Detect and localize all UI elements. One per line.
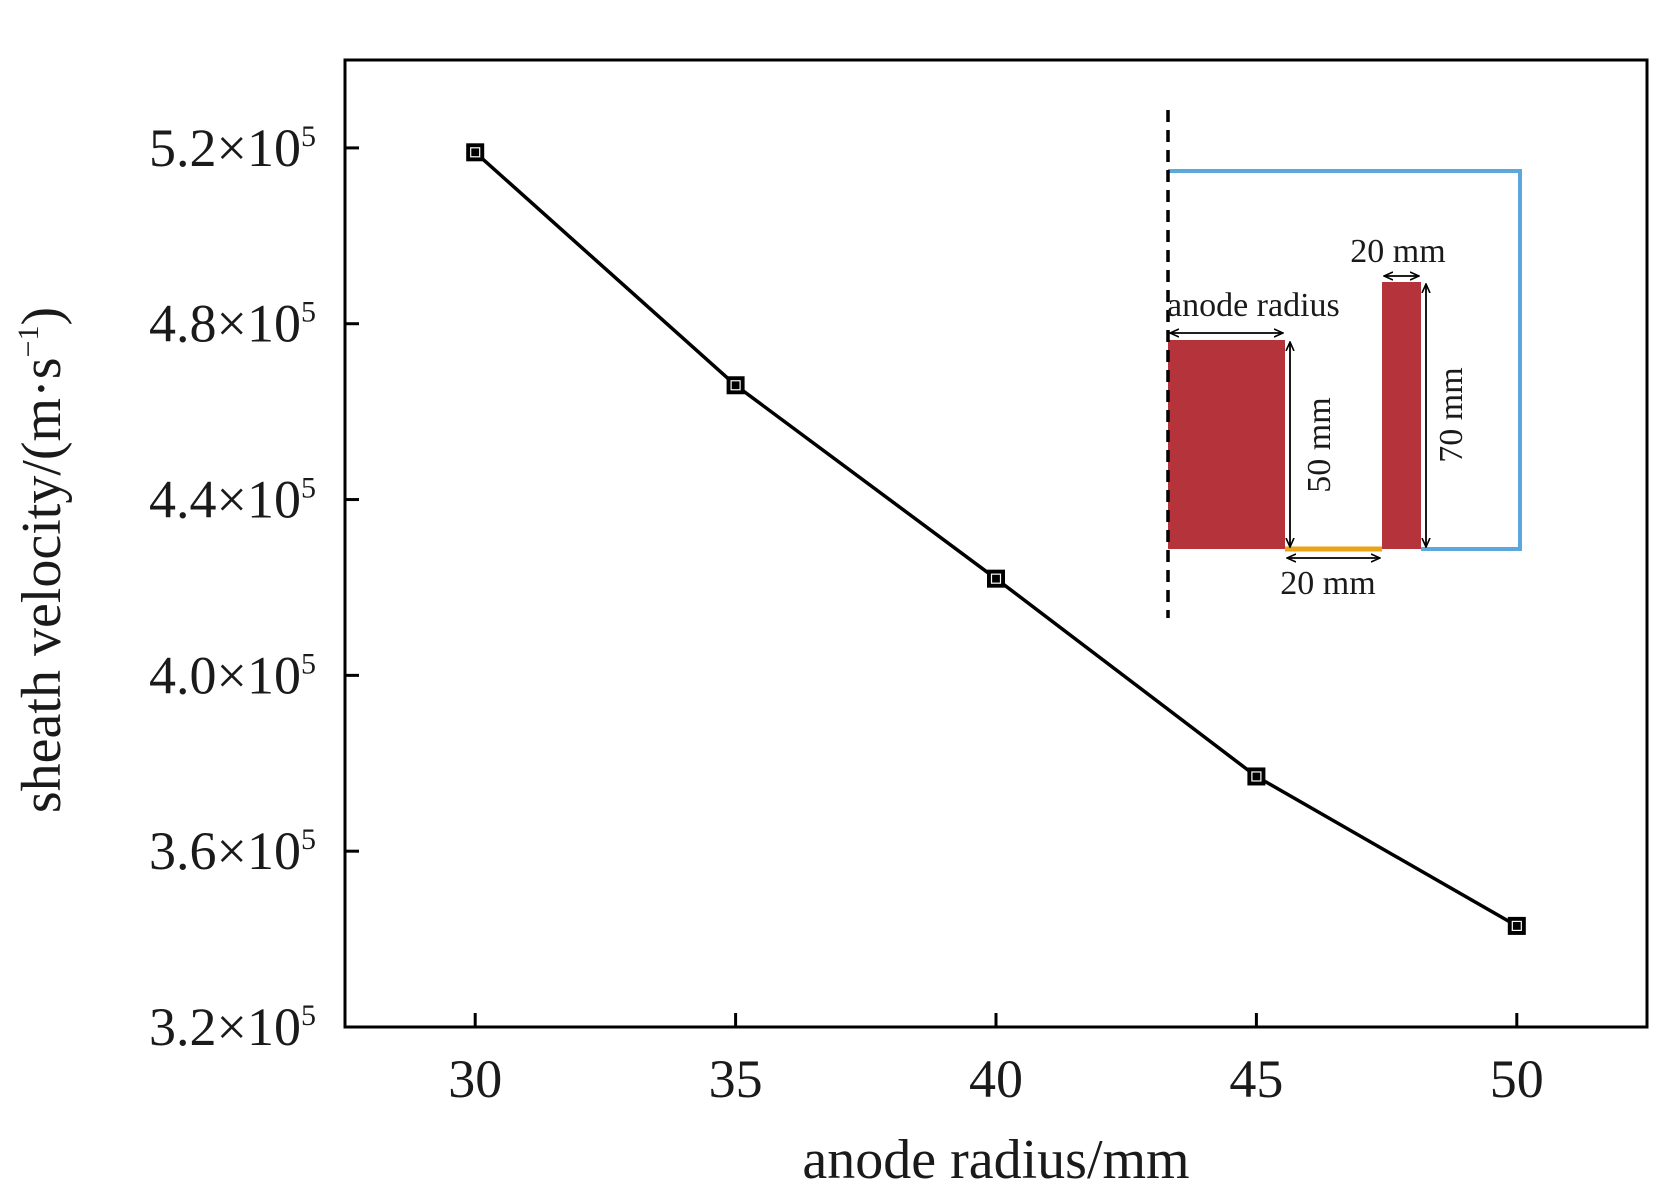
data-point-marker-inner [990, 573, 1002, 584]
data-point [466, 143, 485, 162]
x-tick-label: 40 [969, 1049, 1023, 1109]
y-tick-label: 4.8×105 [149, 294, 316, 354]
plot-frame [343, 58, 1649, 1029]
y-axis-label-exponent: −1 [12, 326, 45, 358]
y-tick-mantissa: 3.6×10 [149, 821, 301, 881]
cathode-height-label: 70 mm [1433, 367, 1470, 462]
y-tick-label: 3.6×105 [149, 821, 316, 881]
y-tick-exponent: 5 [301, 823, 316, 856]
y-tick-exponent: 5 [301, 647, 316, 680]
y-tick-label: 4.4×105 [149, 470, 316, 530]
y-axis-label-main: sheath velocity/(m·s [11, 357, 73, 813]
data-point [987, 569, 1005, 588]
y-tick-exponent: 5 [301, 296, 316, 329]
data-point [1247, 767, 1266, 786]
data-point-marker-inner [470, 147, 481, 158]
data-point [726, 376, 745, 395]
x-tick-label: 30 [448, 1049, 502, 1109]
y-tick-mantissa: 4.8×10 [149, 294, 301, 354]
data-point-marker [1507, 916, 1526, 935]
data-point-marker [1247, 767, 1266, 786]
y-tick-mantissa: 5.2×10 [149, 118, 301, 178]
outer-boundary [1168, 169, 1522, 551]
geometry-inset: anode radius 50 mm 20 mm 20 mm 70 mm [1166, 110, 1522, 618]
y-tick-label: 5.2×105 [149, 118, 316, 178]
x-tick-label: 50 [1490, 1049, 1544, 1109]
y-tick-label: 4.0×105 [149, 645, 316, 705]
data-point-marker [987, 569, 1005, 588]
anode-radius-label: anode radius [1167, 287, 1340, 324]
x-axis-ticks: 30 35 40 45 50 [448, 1013, 1544, 1109]
y-tick-mantissa: 4.0×10 [149, 645, 301, 705]
data-point-marker [726, 376, 745, 395]
y-axis-label-close: ) [11, 307, 73, 326]
y-axis-label: sheath velocity/(m·s−1) [11, 307, 73, 813]
y-tick-label: 3.2×105 [149, 997, 316, 1057]
y-axis-ticks: 3.2×1053.6×1054.0×1054.4×1054.8×1055.2×1… [149, 118, 359, 1057]
y-tick-mantissa: 4.4×10 [149, 470, 301, 530]
cathode-width-label: 20 mm [1350, 233, 1445, 270]
y-tick-exponent: 5 [301, 999, 316, 1032]
anode-block [1168, 340, 1285, 549]
y-tick-exponent: 5 [301, 472, 316, 505]
data-point-marker-inner [730, 380, 741, 391]
cathode-block [1382, 282, 1421, 549]
data-series [466, 143, 1526, 935]
x-tick-label: 45 [1229, 1049, 1283, 1109]
y-tick-exponent: 5 [301, 120, 316, 153]
data-point-marker-inner [1251, 771, 1262, 782]
gap-width-label: 20 mm [1280, 565, 1375, 602]
x-axis-label: anode radius/mm [802, 1129, 1189, 1191]
y-tick-mantissa: 3.2×10 [149, 997, 301, 1057]
x-tick-label: 35 [709, 1049, 763, 1109]
data-point-marker [466, 143, 485, 162]
data-point-marker-inner [1511, 920, 1522, 932]
anode-height-label: 50 mm [1301, 397, 1338, 492]
data-point [1507, 916, 1526, 935]
